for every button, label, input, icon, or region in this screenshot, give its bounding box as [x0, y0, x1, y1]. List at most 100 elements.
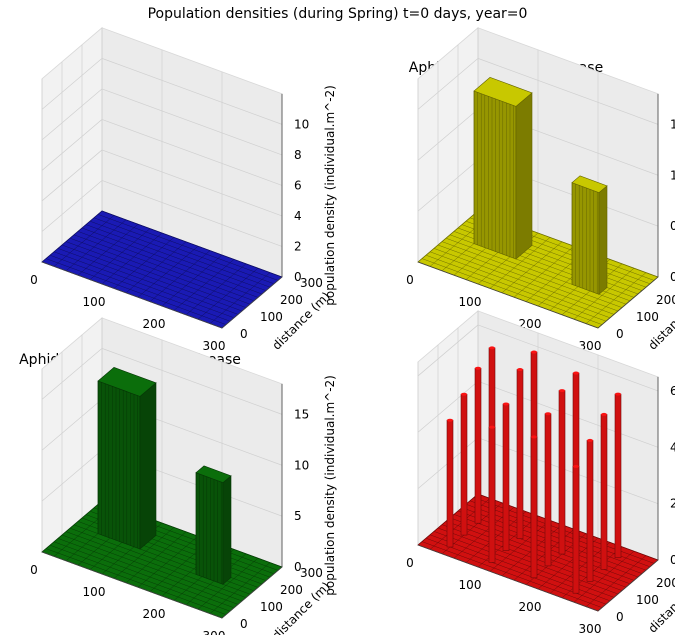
surface-mesh [53, 251, 235, 319]
predator-spike [516, 369, 524, 539]
grid-line [417, 381, 479, 433]
surface-mesh [101, 232, 163, 285]
y-axis-line [221, 276, 283, 329]
grid-line [477, 380, 659, 448]
block-side [222, 475, 232, 585]
surface-mesh [97, 214, 279, 281]
spike-top [489, 425, 495, 429]
surface-mesh [53, 541, 235, 609]
surface-mesh [49, 544, 231, 612]
grid-line [41, 88, 103, 141]
predator-spike [586, 440, 594, 582]
grid-line [101, 119, 283, 186]
predator-spike [614, 393, 622, 558]
z-axis-label: population density (individual.m^-2) [323, 375, 337, 596]
spike-top [489, 346, 495, 350]
surface-mesh [113, 237, 175, 289]
predator-spike [446, 419, 454, 548]
predator-spike [572, 466, 580, 594]
grid-line [41, 119, 103, 171]
y-tick-label: 0 [616, 610, 624, 624]
surface-mesh [421, 258, 603, 325]
grid-line [477, 324, 659, 392]
z-tick-label: 5 [294, 509, 302, 523]
x-axis-line [417, 544, 599, 612]
y-tick-label: 200 [280, 583, 303, 597]
subplot-3: Aphids not carrying the disease010020030… [19, 317, 337, 635]
subplot-4: Predators01002003000100200300distance (m… [406, 310, 675, 635]
surface-mesh [465, 503, 647, 571]
subplot-2: Aphids carrying the disease0100200300010… [406, 26, 675, 353]
spike-top [517, 368, 523, 372]
surface-mesh [65, 219, 127, 271]
surface-mesh [69, 237, 251, 305]
predator-spike [502, 403, 510, 551]
spike-top [587, 438, 593, 442]
surface-mesh [449, 517, 631, 585]
block-side [139, 382, 157, 550]
grid-line [417, 108, 479, 161]
grid-line [417, 58, 479, 110]
density-block-1 [473, 77, 533, 260]
surface-mesh [489, 520, 551, 572]
surface-mesh [489, 237, 551, 289]
surface-mesh [421, 541, 603, 608]
surface-mesh [513, 246, 575, 298]
y-tick-label: 100 [260, 310, 283, 324]
y-tick-label: 100 [636, 310, 659, 324]
surface-mesh [61, 244, 243, 312]
z-tick-label: 10 [294, 458, 309, 472]
grid-line [417, 159, 479, 212]
x-tick-label: 100 [83, 585, 106, 599]
z-tick-label: 15 [294, 407, 309, 421]
surface-mesh [65, 531, 247, 598]
surface-mesh [57, 538, 239, 605]
z-axis-label: population density (individual.m^-2) [323, 85, 337, 306]
surface-mesh [209, 272, 271, 324]
surface-mesh [161, 254, 223, 307]
x-tick-label: 300 [203, 629, 226, 635]
y-axis-line [597, 276, 659, 329]
surface-mesh [209, 562, 271, 614]
z-tick-label: 1.0 [670, 168, 675, 182]
grid-line [41, 398, 103, 451]
surface-mesh [113, 527, 175, 579]
spike-top [531, 435, 537, 439]
surface-mesh [41, 500, 103, 553]
block-front [195, 472, 224, 585]
surface-mesh [185, 263, 247, 315]
z-tick-label: 2 [294, 239, 302, 253]
block-side [515, 92, 533, 260]
surface-mesh [125, 531, 187, 583]
spike-top [573, 371, 579, 375]
z-tick-label: 40 [670, 440, 675, 454]
x-tick-label: 0 [30, 563, 38, 577]
block-front [97, 380, 141, 550]
surface-mesh [573, 551, 635, 603]
surface-mesh [89, 228, 151, 280]
spike-top [615, 392, 621, 396]
y-tick-label: 0 [240, 617, 248, 631]
surface-mesh [125, 241, 187, 293]
surface-mesh [77, 224, 139, 276]
grid-line [41, 348, 103, 400]
y-axis-line [597, 559, 659, 612]
block-top [473, 77, 533, 107]
predator-spike [558, 390, 566, 555]
surface-mesh [85, 224, 267, 291]
spike-top [503, 402, 509, 406]
x-tick-label: 200 [519, 600, 542, 614]
predator-spike [530, 436, 538, 579]
density-block-2 [195, 465, 232, 585]
surface-mesh [433, 248, 615, 315]
block-front [473, 90, 517, 260]
surface-mesh [53, 215, 115, 267]
grid-line [101, 88, 283, 156]
y-tick-label: 300 [300, 566, 323, 580]
grid-line [477, 58, 659, 125]
z-tick-label: 6 [294, 178, 302, 192]
y-tick-label: 200 [280, 293, 303, 307]
surface-mesh [197, 268, 259, 320]
x-tick-label: 0 [30, 273, 38, 287]
